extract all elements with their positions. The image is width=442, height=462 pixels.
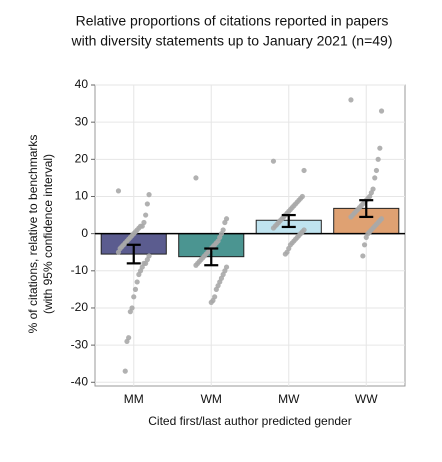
x-axis-label: Cited first/last author predicted gender — [148, 414, 351, 428]
data-point — [208, 299, 214, 305]
chart-title: with diversity statements up to January … — [70, 33, 392, 49]
y-tick-label: 20 — [75, 151, 89, 165]
data-point — [375, 156, 381, 162]
data-point — [360, 253, 366, 259]
data-point — [136, 271, 142, 278]
data-point — [146, 192, 152, 198]
data-point — [144, 201, 150, 207]
y-tick-label: -10 — [71, 263, 89, 277]
data-point — [361, 242, 368, 248]
error-bar — [359, 199, 374, 219]
y-tick-label: -20 — [71, 300, 89, 314]
data-point — [270, 225, 277, 231]
data-point — [373, 167, 380, 174]
data-point — [372, 175, 378, 181]
data-point — [213, 286, 219, 292]
data-point — [301, 167, 307, 174]
y-tick-label: -30 — [71, 337, 89, 351]
y-tick-label: 40 — [75, 77, 89, 91]
y-tick-label: 30 — [75, 114, 89, 128]
data-point — [378, 108, 385, 114]
y-axis-label: (with 95% confidence interval) — [41, 154, 55, 314]
x-tick-label: WW — [355, 392, 378, 406]
data-point — [222, 219, 228, 226]
data-point — [124, 338, 130, 345]
data-point — [377, 145, 383, 151]
data-point — [193, 175, 199, 181]
data-point — [134, 279, 140, 285]
x-tick-label: WM — [201, 392, 222, 406]
x-tick-label: MM — [124, 392, 144, 406]
data-point — [270, 158, 277, 164]
data-point — [348, 97, 354, 103]
error-bar — [281, 213, 296, 229]
data-point — [115, 188, 122, 194]
y-tick-label: -40 — [71, 374, 89, 388]
data-point — [132, 286, 139, 292]
y-tick-label: 10 — [75, 189, 89, 203]
data-point — [115, 249, 122, 255]
chart-title: Relative proportions of citations report… — [76, 13, 389, 29]
y-tick-label: 0 — [81, 226, 88, 240]
data-point — [193, 262, 199, 268]
data-point — [143, 212, 149, 218]
error-bar — [204, 247, 219, 267]
data-point — [282, 251, 288, 257]
data-point — [131, 294, 137, 300]
x-tick-label: MW — [278, 392, 300, 406]
data-point — [122, 368, 128, 374]
y-axis-label: % of citations, relative to benchmarks — [26, 135, 40, 334]
data-point — [348, 214, 354, 220]
data-point — [127, 309, 133, 315]
error-bar — [126, 243, 141, 265]
data-point — [363, 234, 369, 240]
